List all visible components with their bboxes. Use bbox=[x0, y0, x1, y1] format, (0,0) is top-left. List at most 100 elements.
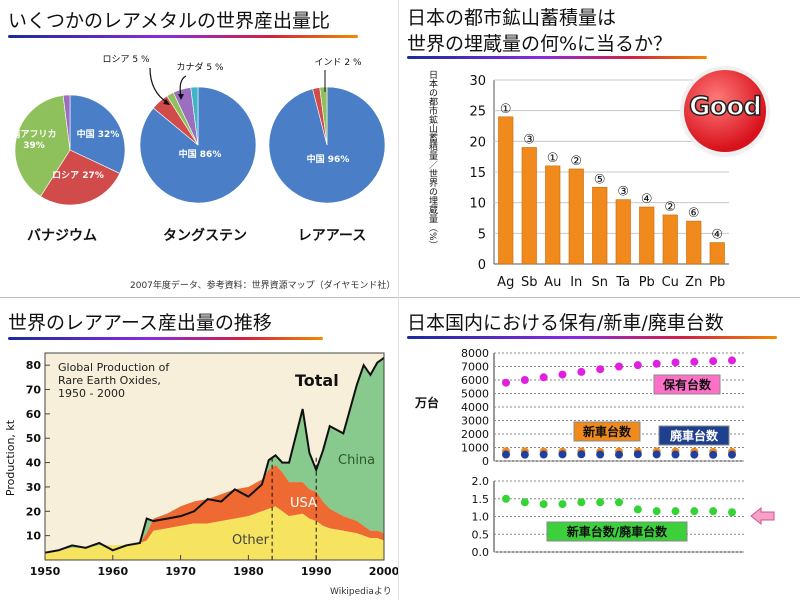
x-tick-label: Sn bbox=[592, 275, 609, 290]
pie-footnote: 2007年度データ、参考資料：世界資源マップ（ダイヤモンド社） bbox=[130, 281, 396, 291]
legend-label-scrapped: 廃車台数 bbox=[670, 428, 719, 443]
vertical-divider bbox=[398, 0, 399, 600]
data-point bbox=[577, 450, 586, 459]
bar-rank-label: ③ bbox=[617, 185, 629, 200]
y-tick-label: 0.0 bbox=[472, 546, 490, 559]
annotation-text: Global Production of bbox=[58, 361, 170, 374]
data-point bbox=[728, 356, 736, 365]
x-tick-label: Au bbox=[544, 275, 561, 290]
y-tick-label: 5000 bbox=[461, 388, 489, 401]
bar bbox=[686, 220, 702, 265]
pie-title: レアアース bbox=[298, 228, 366, 244]
data-point bbox=[596, 365, 605, 374]
bar-rank-label: ③ bbox=[523, 132, 535, 147]
data-point bbox=[728, 450, 736, 459]
pie-slice-label: 中国 32% bbox=[77, 128, 120, 140]
pointer-arrow bbox=[750, 506, 775, 526]
good-badge-text: Good bbox=[688, 91, 762, 123]
data-point bbox=[558, 500, 567, 509]
reserve-panel: 日本の都市鉱山蓄積量は 世界の埋蔵量の何%に当るか？ 0 5 10 15 20 25 30 ①… bbox=[399, 0, 800, 297]
data-point bbox=[539, 373, 548, 382]
y-tick-label: 30 bbox=[26, 481, 42, 494]
data-point bbox=[633, 450, 642, 459]
bar bbox=[709, 242, 725, 265]
series-label-total: Total bbox=[295, 371, 339, 390]
data-point bbox=[690, 450, 699, 459]
data-point bbox=[502, 494, 510, 503]
data-point bbox=[671, 358, 680, 367]
vehicle-panel: 日本国内における保有/新車/廃車台数 万台 0 1000 2000 3000 4000 5… bbox=[399, 298, 800, 600]
y-tick-label: 20 bbox=[469, 135, 486, 150]
data-point bbox=[615, 450, 623, 459]
bar-rank-label: ② bbox=[570, 154, 582, 169]
y-tick-label: 10 bbox=[469, 197, 486, 212]
pie-panel-title: いくつかのレアメタルの世界産出量比 bbox=[8, 10, 331, 32]
callout-arrowhead bbox=[178, 94, 184, 100]
y-tick-label: 0 bbox=[478, 258, 486, 273]
legend-label-new: 新車台数 bbox=[583, 424, 632, 439]
y-tick-label: 0.5 bbox=[472, 528, 490, 541]
legend-box-ratio bbox=[546, 521, 688, 542]
data-point bbox=[709, 507, 718, 516]
data-point bbox=[502, 378, 510, 387]
data-point bbox=[671, 450, 680, 459]
unit-label: 万台 bbox=[415, 396, 440, 410]
x-tick-label: 1980 bbox=[233, 565, 264, 578]
pie-slice bbox=[40, 149, 121, 206]
production-area-chart: 10 20 30 40 50 60 70 80 1950 1960 1970 1980 1990 2000… bbox=[4, 352, 398, 578]
bar-rank-label: ② bbox=[664, 200, 676, 215]
horizontal-divider bbox=[0, 297, 800, 298]
y-tick-label: 1.0 bbox=[472, 511, 490, 524]
x-tick-label: 1990 bbox=[301, 565, 332, 578]
reserve-title-underline bbox=[407, 56, 707, 59]
data-point bbox=[615, 498, 623, 507]
data-point bbox=[671, 507, 680, 516]
production-panel: 世界のレアアース産出量の推移 10 20 30 40 50 60 70 80 1950 1960 1… bbox=[0, 298, 398, 600]
bar bbox=[521, 147, 537, 265]
y-tick-label: 60 bbox=[26, 408, 42, 421]
y-tick-label: 50 bbox=[26, 432, 42, 445]
x-tick-label: Ag bbox=[497, 275, 514, 290]
data-point bbox=[728, 508, 736, 517]
production-title: 世界のレアアース産出量の推移 bbox=[8, 312, 272, 334]
data-point bbox=[633, 361, 642, 370]
bar bbox=[568, 168, 584, 265]
annotation-text: 1950 - 2000 bbox=[58, 387, 125, 400]
y-tick-label: 30 bbox=[469, 74, 486, 89]
data-point bbox=[690, 357, 699, 366]
bar-rank-label: ④ bbox=[711, 228, 723, 243]
annotation-text: Rare Earth Oxides, bbox=[58, 374, 161, 387]
pie-title-underline bbox=[8, 35, 358, 38]
y-tick-label: 1000 bbox=[461, 442, 489, 455]
data-point bbox=[539, 450, 548, 459]
y-tick-label: 1.5 bbox=[472, 493, 490, 506]
data-point bbox=[520, 498, 529, 507]
legend-label-holdings: 保有台数 bbox=[662, 377, 712, 392]
bar-rank-label: ⑤ bbox=[594, 172, 606, 187]
data-point bbox=[615, 362, 623, 371]
legend-box-scrapped bbox=[658, 425, 730, 446]
pie-slice bbox=[319, 86, 328, 146]
pie-slice-label: 中国 86% bbox=[179, 148, 222, 160]
data-point bbox=[539, 500, 548, 509]
usa-area bbox=[45, 465, 384, 553]
total-line bbox=[44, 357, 385, 554]
x-tick-label: 2000 bbox=[369, 565, 398, 578]
data-point bbox=[709, 450, 718, 459]
legend-label-ratio: 新車台数/廃車台数 bbox=[567, 524, 668, 539]
series-label-usa: USA bbox=[290, 496, 317, 511]
y-tick-label: 5 bbox=[478, 227, 486, 242]
y-tick-label: 3000 bbox=[461, 415, 489, 428]
vehicle-title-underline bbox=[407, 336, 777, 339]
y-tick-label: 70 bbox=[26, 384, 42, 397]
production-title-underline bbox=[8, 337, 323, 340]
series-label-china: China bbox=[338, 453, 375, 468]
x-tick-label: Pb bbox=[639, 275, 655, 290]
pie-slice-label: ロシア 5 % bbox=[103, 55, 150, 65]
pie-slice bbox=[14, 95, 71, 197]
good-badge: Good bbox=[684, 70, 766, 152]
series-label-other: Other bbox=[232, 533, 270, 548]
pie-slice-label: カナダ 5 % bbox=[177, 61, 224, 73]
pie-slice bbox=[62, 94, 71, 151]
